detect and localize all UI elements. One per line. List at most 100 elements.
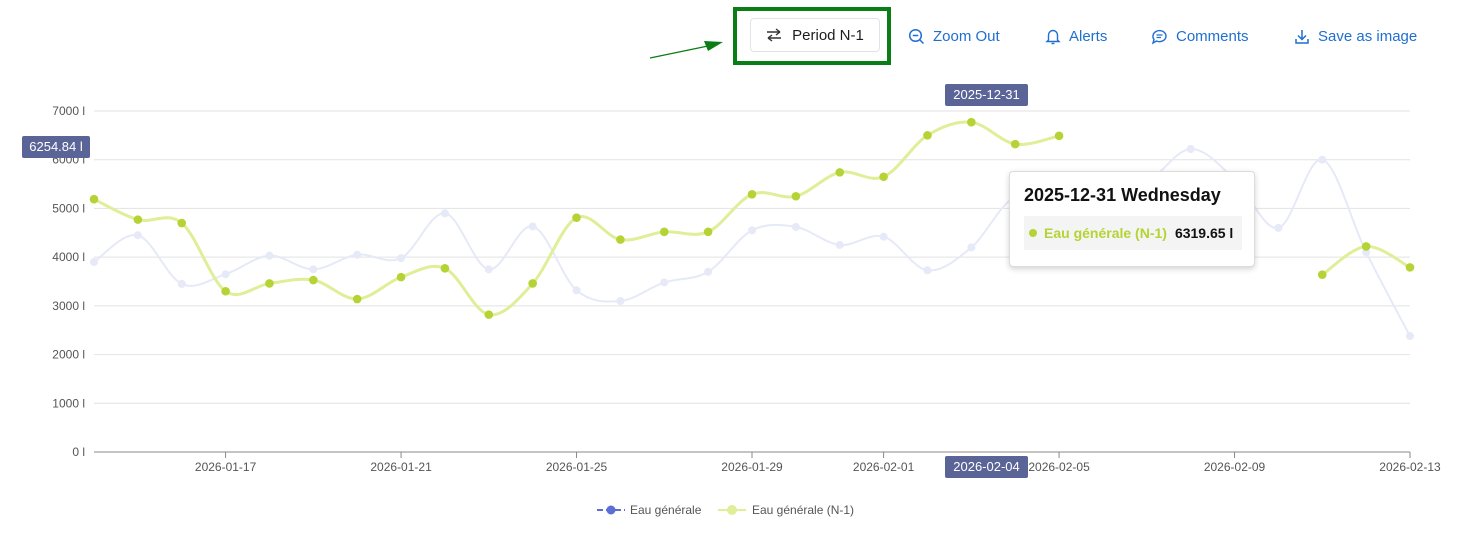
tooltip-value: 6319.65 l <box>1174 225 1234 241</box>
chart-series <box>89 117 1415 341</box>
x-tick-label: 2026-02-01 <box>853 460 915 474</box>
point-eau-generale-n1 <box>89 194 99 204</box>
x-tick-label: 2026-02-09 <box>1204 460 1266 474</box>
legend-label-eau-generale-n1: Eau générale (N-1) <box>752 503 854 517</box>
point-eau-generale-n1 <box>1317 270 1327 279</box>
point-eau-generale-n1 <box>1361 242 1371 251</box>
point-eau-generale <box>1406 332 1414 341</box>
point-eau-generale-n1 <box>309 275 318 285</box>
point-eau-generale-n1 <box>528 279 537 288</box>
point-eau-generale <box>265 251 274 260</box>
point-eau-generale <box>748 226 756 235</box>
point-eau-generale <box>879 232 888 241</box>
point-eau-generale <box>133 231 142 240</box>
point-eau-generale <box>484 265 493 274</box>
x-tick-label: 2026-02-05 <box>1028 460 1090 474</box>
crosshair-bottom-label: 2026-02-04 <box>945 456 1028 478</box>
point-eau-generale-n1 <box>1010 139 1020 149</box>
comments-button[interactable]: Comments <box>1151 26 1249 46</box>
x-tick-label: 2026-01-25 <box>546 460 608 474</box>
point-eau-generale <box>923 266 932 275</box>
point-eau-generale <box>660 278 669 287</box>
point-eau-generale <box>1274 223 1283 232</box>
point-eau-generale-n1 <box>659 227 669 237</box>
x-tick-label: 2026-02-13 <box>1379 460 1441 474</box>
chart-legend: Eau générale Eau générale (N-1) <box>597 503 854 517</box>
x-tick-label: 2026-01-29 <box>721 460 783 474</box>
point-eau-generale-n1 <box>572 213 581 222</box>
point-eau-generale-n1 <box>1405 263 1415 272</box>
y-tick-label: 3000 l <box>52 299 85 313</box>
comments-label: Comments <box>1176 27 1249 45</box>
point-eau-generale-n1 <box>221 286 230 296</box>
point-eau-generale <box>572 286 581 295</box>
point-eau-generale <box>177 279 186 288</box>
point-eau-generale-n1 <box>133 215 143 224</box>
y-tick-label: 1000 l <box>52 396 85 410</box>
point-eau-generale <box>1318 155 1327 164</box>
point-eau-generale <box>353 250 362 259</box>
point-eau-generale-n1 <box>967 117 976 127</box>
point-eau-generale <box>1186 144 1195 153</box>
zoom-out-button[interactable]: Zoom Out <box>908 26 1000 46</box>
x-tick-label: 2026-01-17 <box>195 460 257 474</box>
point-eau-generale-n1 <box>879 172 888 182</box>
point-eau-generale-n1 <box>923 131 932 140</box>
point-eau-generale <box>440 209 449 218</box>
x-tick-label: 2026-01-21 <box>370 460 432 474</box>
tooltip-row: Eau générale (N-1) 6319.65 l <box>1024 216 1242 250</box>
point-eau-generale-n1 <box>791 191 801 201</box>
chart-tooltip: 2025-12-31 Wednesday Eau générale (N-1) … <box>1009 171 1255 267</box>
point-eau-generale <box>1362 248 1371 257</box>
point-eau-generale <box>309 265 318 274</box>
point-eau-generale-n1 <box>835 168 845 177</box>
x-axis: 2026-01-17 2026-01-21 2026-01-25 2026-01-29… <box>94 451 1441 474</box>
pointer-arrow <box>649 41 723 59</box>
series-line-eau-generale-n1 <box>93 120 1060 317</box>
point-eau-generale <box>221 270 230 279</box>
y-tick-label: 0 l <box>72 445 85 459</box>
point-eau-generale <box>397 254 406 263</box>
zoom-out-label: Zoom Out <box>933 27 1000 45</box>
period-n1-label: Period N-1 <box>792 26 864 44</box>
point-eau-generale-n1 <box>440 264 450 273</box>
highlight-box <box>733 7 891 65</box>
crosshair-top-label: 2025-12-31 <box>945 84 1028 106</box>
tooltip-title: 2025-12-31 Wednesday <box>1024 185 1221 205</box>
point-eau-generale <box>90 258 98 267</box>
legend-marker-eau-generale <box>606 505 616 515</box>
point-eau-generale-n1 <box>747 190 757 199</box>
point-eau-generale <box>835 240 844 249</box>
tooltip-series-dot <box>1029 229 1037 237</box>
y-tick-label: 7000 l <box>52 104 85 118</box>
save-as-image-button[interactable]: Save as image <box>1294 26 1417 46</box>
alerts-label: Alerts <box>1069 27 1108 45</box>
point-eau-generale-n1 <box>352 294 362 304</box>
point-eau-generale <box>528 222 537 231</box>
point-eau-generale-n1 <box>1054 131 1064 141</box>
zoom-out-icon <box>908 28 925 44</box>
legend-marker-eau-generale-n1 <box>727 505 737 515</box>
point-eau-generale-n1 <box>616 235 625 244</box>
comments-icon <box>1151 29 1167 44</box>
chart-toolbar: Period N-1 Zoom Out Alerts Comments Save… <box>0 0 1465 70</box>
point-eau-generale-n1 <box>265 279 274 288</box>
save-as-image-label: Save as image <box>1318 27 1418 45</box>
point-eau-generale <box>704 267 713 276</box>
point-eau-generale-n1 <box>703 227 713 237</box>
point-eau-generale <box>967 243 976 252</box>
point-eau-generale-n1 <box>177 218 187 228</box>
tooltip-series-name: Eau générale (N-1) <box>1044 225 1167 241</box>
y-tick-label: 5000 l <box>52 201 85 215</box>
download-icon <box>1295 29 1309 44</box>
alerts-button[interactable]: Alerts <box>1045 26 1107 46</box>
point-eau-generale <box>791 222 800 231</box>
point-eau-generale-n1 <box>484 310 494 319</box>
swap-arrows-icon <box>767 28 782 42</box>
point-eau-generale-n1 <box>396 272 406 282</box>
period-n1-button[interactable]: Period N-1 <box>750 18 880 52</box>
y-tick-label: 2000 l <box>52 348 85 362</box>
crosshair-y-label: 6254.84 l <box>22 136 90 158</box>
y-tick-label: 4000 l <box>52 250 85 264</box>
